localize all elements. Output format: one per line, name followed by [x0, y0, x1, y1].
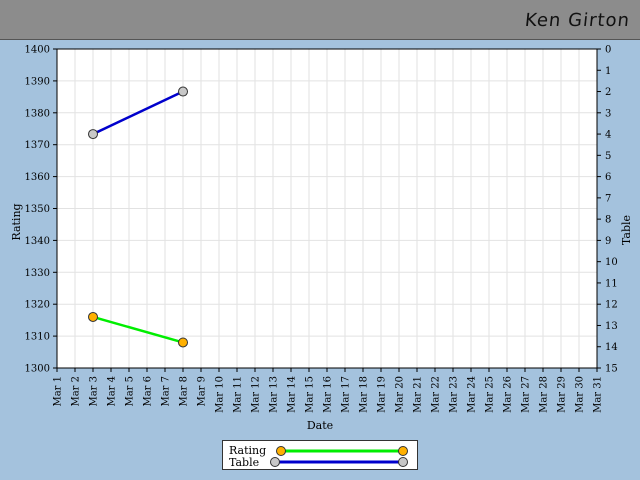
- y2-axis-label: Table: [620, 215, 633, 245]
- y-tick-label: 1390: [25, 76, 50, 87]
- y2-tick-label: 13: [605, 321, 618, 332]
- y2-tick-label: 2: [605, 87, 611, 98]
- x-tick-label: Mar 24: [467, 376, 478, 413]
- legend-label-table: Table: [229, 456, 260, 469]
- x-tick-label: Mar 12: [251, 376, 262, 413]
- series-line-rating: [92, 315, 184, 344]
- series-line-table: [92, 90, 184, 136]
- x-tick-label: Mar 28: [539, 376, 550, 413]
- y2-tick-label: 1: [605, 66, 611, 77]
- y2-tick-label: 6: [605, 172, 611, 183]
- x-tick-label: Mar 2: [71, 376, 82, 407]
- x-tick-label: Mar 17: [341, 376, 352, 413]
- series-layer: [88, 86, 188, 348]
- x-tick-label: Mar 3: [89, 376, 100, 407]
- y2-tick-label: 15: [605, 364, 618, 375]
- x-tick-label: Mar 21: [413, 376, 424, 413]
- x-tick-label: Mar 4: [107, 376, 118, 407]
- x-tick-label: Mar 11: [233, 376, 244, 413]
- x-tick-label: Mar 9: [197, 376, 208, 407]
- x-tick-label: Mar 15: [305, 376, 316, 413]
- x-tick-label: Mar 14: [287, 376, 298, 413]
- y-tick-label: 1380: [25, 108, 50, 119]
- x-tick-label: Mar 29: [557, 376, 568, 413]
- y-tick-label: 1310: [25, 332, 50, 343]
- y2-tick-label: 10: [605, 257, 618, 268]
- x-tick-label: Mar 19: [377, 376, 388, 413]
- y2-tick-label: 0: [605, 45, 611, 56]
- y-tick-label: 1350: [25, 204, 50, 215]
- y-tick-label: 1340: [25, 236, 50, 247]
- x-tick-label: Mar 10: [215, 376, 226, 413]
- x-tick-label: Mar 27: [521, 376, 532, 413]
- x-tick-label: Mar 18: [359, 376, 370, 413]
- x-tick-label: Mar 1: [53, 376, 64, 407]
- y2-tick-label: 8: [605, 215, 611, 226]
- x-tick-label: Mar 26: [503, 376, 514, 413]
- y2-tick-label: 4: [605, 130, 611, 141]
- x-tick-label: Mar 13: [269, 376, 280, 413]
- x-tick-label: Mar 23: [449, 376, 460, 413]
- x-tick-label: Mar 25: [485, 376, 496, 413]
- y2-tick-label: 14: [605, 342, 618, 353]
- legend-marker-table: [398, 457, 408, 467]
- y2-tick-label: 3: [605, 108, 611, 119]
- legend-label-rating: Rating: [229, 444, 267, 457]
- x-tick-label: Mar 31: [593, 376, 604, 413]
- y-tick-label: 1370: [25, 140, 50, 151]
- y2-tick-label: 7: [605, 193, 611, 204]
- legend-marker-rating: [276, 446, 286, 456]
- data-point-table: [88, 129, 98, 140]
- data-point-rating: [88, 311, 98, 322]
- y-tick-label: 1300: [25, 364, 50, 375]
- x-tick-label: Mar 7: [161, 376, 172, 407]
- legend-swatches: [270, 446, 408, 467]
- y-tick-label: 1360: [25, 172, 50, 183]
- y-tick-label: 1320: [25, 300, 50, 311]
- y2-tick-label: 9: [605, 236, 611, 247]
- y2-tick-label: 5: [605, 151, 611, 162]
- x-tick-label: Mar 8: [179, 376, 190, 407]
- legend-marker-table: [270, 457, 280, 467]
- y-tick-label: 1330: [25, 268, 50, 279]
- data-point-table: [178, 86, 188, 97]
- y2-tick-label: 11: [605, 278, 618, 289]
- x-tick-label: Mar 16: [323, 376, 334, 413]
- data-point-rating: [178, 337, 188, 348]
- chart-header: Ken Girton: [0, 0, 640, 40]
- x-tick-label: Mar 30: [575, 376, 586, 413]
- x-tick-label: Mar 20: [395, 376, 406, 413]
- x-axis: Mar 1 Mar 2 Mar 3 Mar 4 Mar 5 Mar 6 Mar 7 Mar 8…: [53, 368, 604, 413]
- x-axis-label: Date: [307, 419, 333, 432]
- y-axis-left: 1300 1310 1320 1330 1340 1350 1360 1370 1380 1390…: [25, 45, 57, 375]
- y-axis-label: Rating: [10, 203, 23, 240]
- y-tick-label: 1400: [25, 45, 50, 56]
- legend-marker-rating: [398, 446, 408, 456]
- legend: Rating Table: [222, 440, 418, 470]
- x-tick-label: Mar 5: [125, 376, 136, 407]
- y2-tick-label: 12: [605, 300, 618, 311]
- x-tick-label: Mar 6: [143, 376, 154, 407]
- x-tick-label: Mar 22: [431, 376, 442, 413]
